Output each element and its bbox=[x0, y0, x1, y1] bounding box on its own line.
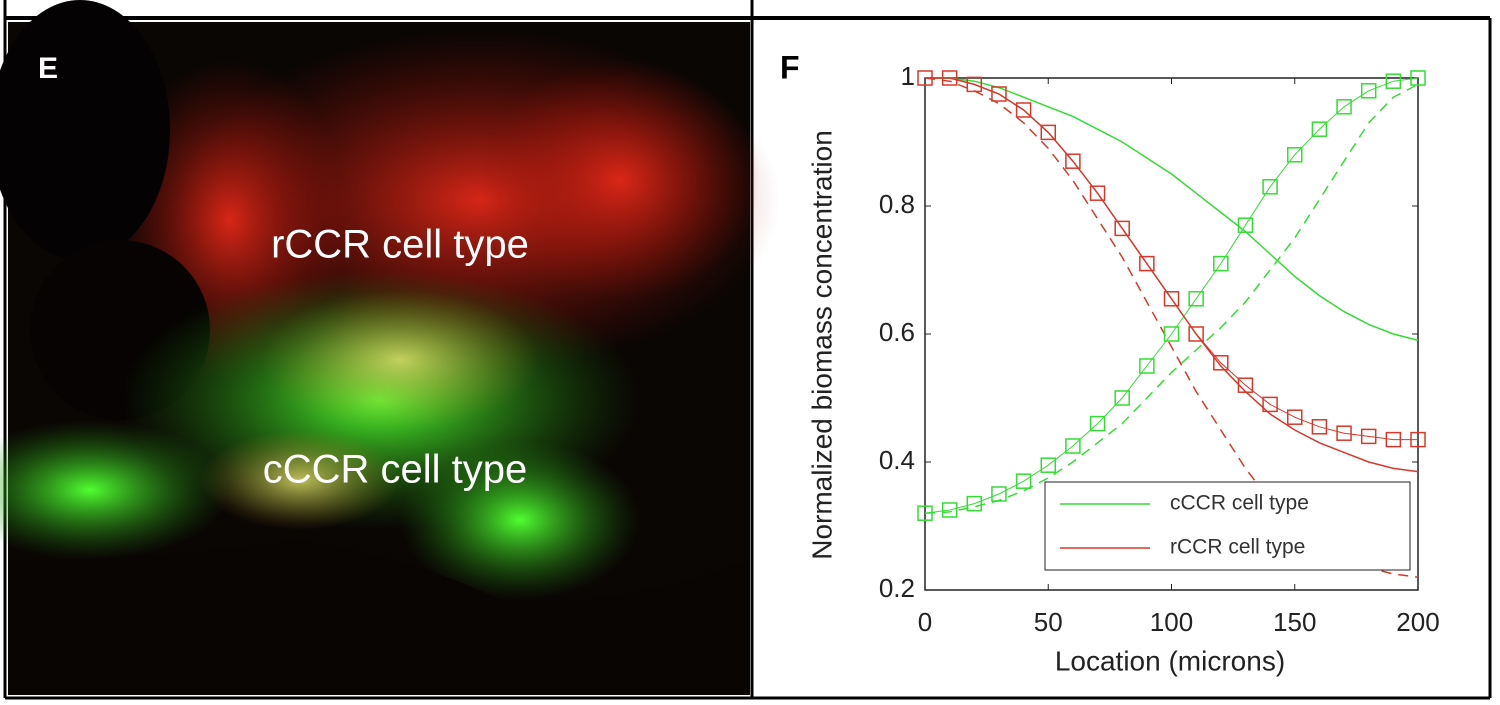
series-line bbox=[924, 83, 1419, 514]
marker bbox=[1163, 326, 1180, 342]
marker bbox=[1114, 390, 1130, 406]
marker bbox=[1311, 121, 1328, 137]
y-tick-label: 0.8 bbox=[879, 189, 915, 219]
legend-label: rCCR cell type bbox=[1170, 536, 1305, 559]
series-line bbox=[925, 77, 1419, 342]
annotation: rCCR cell type bbox=[271, 223, 529, 267]
marker bbox=[1287, 409, 1303, 425]
x-tick-label: 100 bbox=[1150, 607, 1193, 637]
marker bbox=[1262, 179, 1278, 195]
marker bbox=[1410, 431, 1426, 448]
marker bbox=[1213, 255, 1229, 272]
marker bbox=[966, 495, 983, 512]
marker bbox=[1188, 291, 1204, 307]
marker bbox=[1262, 396, 1278, 413]
series-line bbox=[924, 77, 1419, 514]
marker bbox=[917, 505, 933, 521]
y-tick-label: 0.2 bbox=[879, 573, 915, 603]
marker bbox=[1336, 99, 1352, 115]
marker bbox=[1237, 377, 1254, 393]
marker bbox=[1139, 255, 1155, 272]
marker bbox=[1139, 358, 1155, 374]
x-axis-label: Location (microns) bbox=[1055, 645, 1285, 676]
marker bbox=[1163, 291, 1180, 307]
marker bbox=[1040, 457, 1056, 473]
annotation: cCCR cell type bbox=[263, 448, 528, 492]
marker bbox=[1336, 425, 1352, 441]
marker bbox=[941, 502, 958, 518]
y-tick-label: 0.4 bbox=[879, 445, 915, 475]
marker bbox=[1287, 147, 1303, 163]
marker bbox=[1089, 415, 1106, 432]
x-tick-label: 0 bbox=[918, 607, 932, 637]
marker bbox=[1311, 419, 1328, 435]
legend-box bbox=[1044, 481, 1411, 571]
x-tick-label: 150 bbox=[1273, 607, 1316, 637]
panel-label: E bbox=[38, 52, 58, 85]
marker bbox=[966, 76, 983, 93]
marker bbox=[1089, 185, 1106, 201]
panel-label: F bbox=[780, 49, 800, 85]
marker bbox=[1360, 83, 1377, 99]
marker bbox=[1410, 70, 1426, 86]
marker bbox=[1385, 73, 1402, 89]
y-tick-label: 0.6 bbox=[879, 317, 915, 347]
marker bbox=[1188, 326, 1204, 342]
micrograph: E rCCR cell type cCCR cell type bbox=[0, 0, 780, 695]
x-tick-label: 50 bbox=[1034, 607, 1063, 637]
marker bbox=[1385, 431, 1402, 448]
marker bbox=[1065, 438, 1081, 454]
marker bbox=[1213, 355, 1229, 371]
x-tick-label: 200 bbox=[1396, 607, 1439, 637]
marker bbox=[1360, 428, 1377, 445]
marker bbox=[1114, 220, 1130, 237]
marker bbox=[991, 486, 1007, 502]
marker bbox=[991, 86, 1007, 102]
y-tick-label: 1 bbox=[901, 61, 915, 91]
marker bbox=[941, 70, 958, 86]
marker bbox=[1040, 124, 1056, 141]
marker bbox=[1065, 153, 1081, 169]
marker bbox=[1015, 102, 1032, 118]
marker bbox=[1237, 217, 1254, 233]
marker bbox=[917, 70, 933, 86]
legend-label: cCCR cell type bbox=[1170, 492, 1309, 515]
series-line bbox=[925, 77, 1418, 441]
y-axis-label: Normalized biomass concentration bbox=[806, 130, 837, 560]
marker bbox=[1015, 473, 1032, 489]
